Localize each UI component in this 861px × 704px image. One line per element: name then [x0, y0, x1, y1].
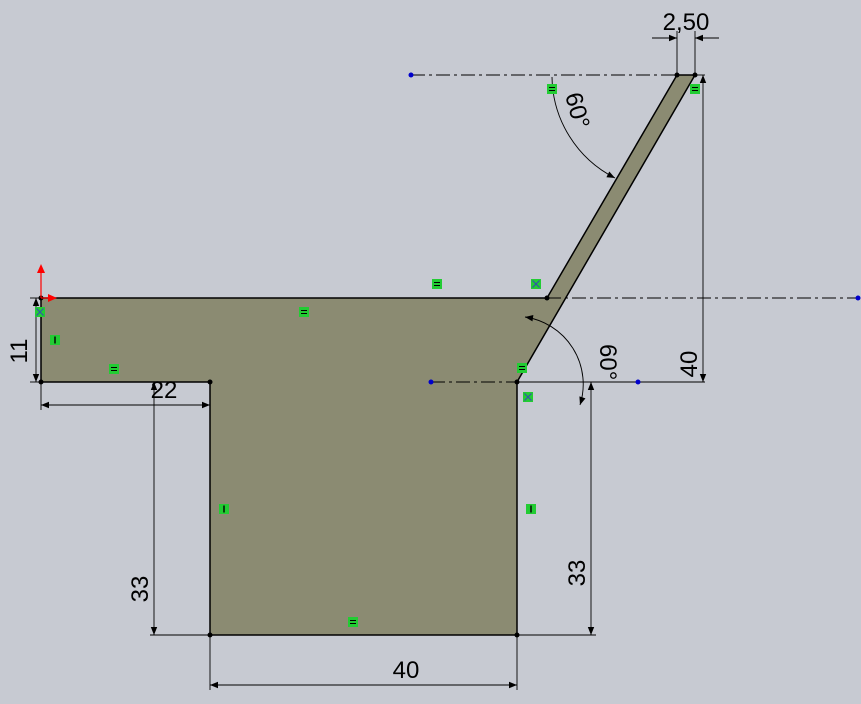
sketch-point[interactable] — [38, 379, 44, 385]
sketch-point[interactable] — [674, 72, 680, 78]
horizontal-relation-icon[interactable] — [517, 363, 527, 373]
dim-leg-right-height[interactable]: 33 — [564, 560, 591, 587]
coincident-relation-icon[interactable] — [523, 392, 533, 402]
sketch-points — [38, 72, 698, 638]
sketch-point[interactable] — [207, 632, 213, 638]
sketch-point[interactable] — [207, 379, 213, 385]
horizontal-relations — [109, 84, 700, 627]
horizontal-relation-icon[interactable] — [690, 84, 700, 94]
coincident-relation-icon[interactable] — [35, 307, 45, 317]
coincident-relations — [35, 279, 541, 402]
dim-angle-top[interactable]: 60° — [559, 90, 594, 132]
dim-left-height[interactable]: 11 — [6, 339, 33, 364]
dimension-texts: 2,50 60° 60° 40 11 22 33 33 40 — [6, 9, 709, 684]
dim-angle-bottom[interactable]: 60° — [594, 344, 621, 380]
dim-thickness[interactable]: 2,50 — [663, 9, 710, 36]
dim-leg-left-height[interactable]: 33 — [127, 576, 154, 603]
centerline-endpoint[interactable] — [428, 379, 434, 385]
dimension-lines — [32, 34, 719, 689]
origin-icon[interactable] — [37, 264, 57, 302]
sketch-point[interactable] — [514, 379, 520, 385]
centerline-endpoint[interactable] — [635, 379, 641, 385]
centerline-endpoint[interactable] — [408, 72, 414, 78]
horizontal-relation-icon[interactable] — [432, 279, 442, 289]
angle-bottom-dim-arc[interactable] — [524, 314, 586, 406]
vertical-relation-icon[interactable] — [526, 504, 536, 514]
sketch-point[interactable] — [692, 72, 698, 78]
sketch-point[interactable] — [514, 632, 520, 638]
horizontal-relation-icon[interactable] — [547, 84, 557, 94]
vertical-relation-icon[interactable] — [50, 335, 60, 345]
horizontal-relation-icon[interactable] — [299, 307, 309, 317]
sketch-point[interactable] — [544, 295, 550, 301]
horizontal-relation-icon[interactable] — [348, 617, 358, 627]
dim-left-width[interactable]: 22 — [151, 377, 178, 404]
dim-height-right[interactable]: 40 — [676, 351, 703, 378]
sketch-profile[interactable] — [40, 74, 697, 636]
centerline-endpoint[interactable] — [855, 295, 861, 301]
centerline-endpoints — [408, 72, 861, 385]
horizontal-relation-icon[interactable] — [109, 364, 119, 374]
coincident-relation-icon[interactable] — [531, 279, 541, 289]
dim-leg-width[interactable]: 40 — [393, 657, 420, 684]
vertical-relation-icon[interactable] — [219, 504, 229, 514]
vertical-relations — [50, 335, 536, 514]
